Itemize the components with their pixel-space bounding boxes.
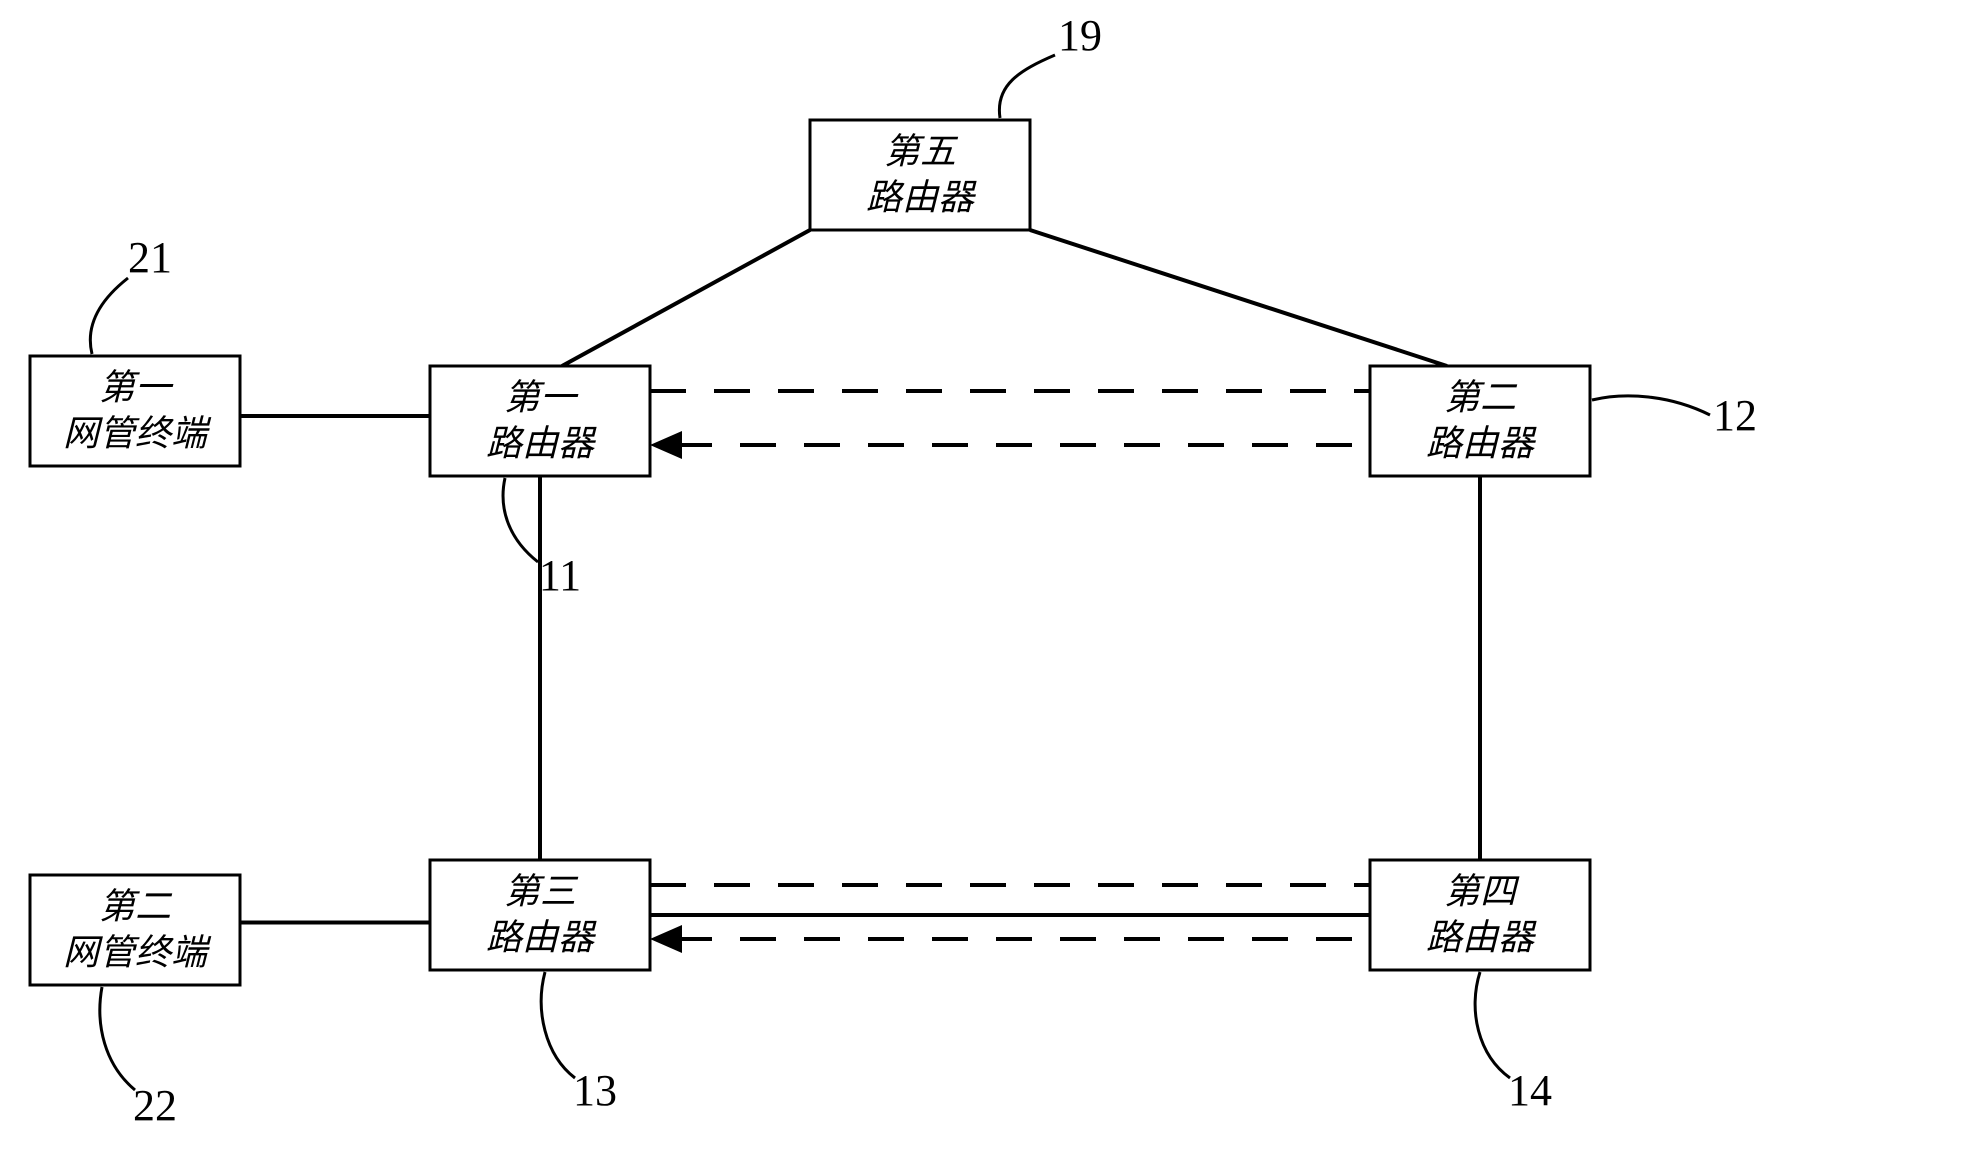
node-r4-line2: 路由器 bbox=[1426, 918, 1537, 958]
node-r2-line1: 第二 bbox=[1444, 377, 1518, 417]
node-r3-line1: 第三 bbox=[504, 871, 579, 911]
node-r5: 第五路由器 bbox=[810, 120, 1030, 230]
node-mgmt1-line2: 网管终端 bbox=[63, 414, 212, 454]
node-r1: 第一路由器 bbox=[430, 366, 650, 476]
node-r3: 第三路由器 bbox=[430, 860, 650, 970]
node-mgmt2: 第二网管终端 bbox=[30, 875, 240, 985]
node-r2-line2: 路由器 bbox=[1426, 424, 1537, 464]
node-r1-line1: 第一 bbox=[504, 377, 579, 417]
node-mgmt1-line1: 第一 bbox=[99, 367, 174, 407]
node-mgmt2-line1: 第二 bbox=[99, 886, 173, 926]
ref21-text: 21 bbox=[128, 233, 172, 282]
node-mgmt1: 第一网管终端 bbox=[30, 356, 240, 466]
ref12-text: 12 bbox=[1713, 391, 1757, 440]
node-r5-line1: 第五 bbox=[884, 131, 959, 171]
ref13-text: 13 bbox=[573, 1066, 617, 1115]
ref14-text: 14 bbox=[1508, 1066, 1552, 1115]
ref11-text: 11 bbox=[539, 551, 581, 600]
node-r4: 第四路由器 bbox=[1370, 860, 1590, 970]
node-r5-line2: 路由器 bbox=[866, 178, 977, 218]
node-r1-line2: 路由器 bbox=[486, 424, 597, 464]
node-r3-line2: 路由器 bbox=[486, 918, 597, 958]
node-r2: 第二路由器 bbox=[1370, 366, 1590, 476]
ref19-text: 19 bbox=[1058, 11, 1102, 60]
ref22-text: 22 bbox=[133, 1081, 177, 1130]
node-mgmt2-line2: 网管终端 bbox=[63, 933, 212, 973]
node-r4-line1: 第四 bbox=[1444, 871, 1520, 911]
